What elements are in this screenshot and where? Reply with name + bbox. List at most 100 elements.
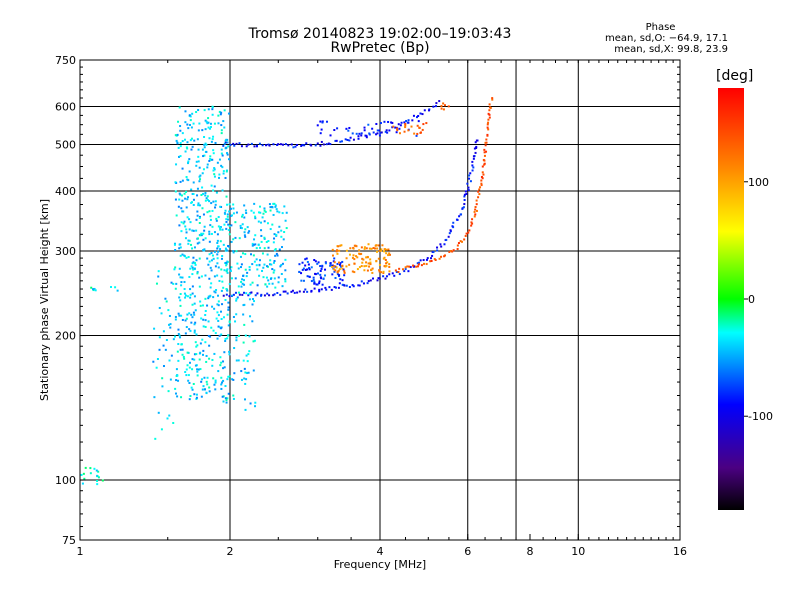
echo-point <box>216 253 219 256</box>
echo-point <box>177 120 180 123</box>
echo-point <box>221 303 224 306</box>
echo-point <box>292 146 295 149</box>
echo-point <box>216 262 219 265</box>
echo-point <box>179 243 182 246</box>
echo-point <box>191 112 194 115</box>
echo-point <box>184 371 187 374</box>
echo-point <box>191 247 194 250</box>
echo-point <box>284 219 287 222</box>
echo-point <box>349 247 352 250</box>
echo-point <box>268 263 271 266</box>
echo-point <box>224 340 227 343</box>
echo-point <box>184 294 187 297</box>
echo-point <box>262 266 265 269</box>
echo-point <box>173 335 176 338</box>
echo-point <box>89 472 92 475</box>
echo-point <box>250 142 253 145</box>
echo-point <box>432 251 435 254</box>
echo-point <box>206 383 209 386</box>
echo-point <box>189 288 192 291</box>
echo-point <box>242 341 245 344</box>
echo-points <box>80 97 494 486</box>
echo-point <box>193 246 196 249</box>
echo-point <box>116 289 119 292</box>
echo-point <box>468 174 471 177</box>
echo-point <box>93 287 96 290</box>
colorbar-tick-label: 100 <box>748 176 769 189</box>
echo-point <box>215 191 218 194</box>
echo-point <box>184 237 187 240</box>
echo-point <box>228 350 231 353</box>
echo-point <box>215 289 218 292</box>
echo-point <box>486 123 489 126</box>
echo-point <box>263 209 266 212</box>
echo-point <box>450 249 453 252</box>
echo-point <box>338 274 341 277</box>
echo-point <box>153 327 156 330</box>
echo-point <box>221 154 224 157</box>
echo-point <box>348 263 351 266</box>
echo-point <box>341 267 344 270</box>
echo-point <box>277 231 280 234</box>
echo-point <box>185 175 188 178</box>
echo-point <box>253 300 256 303</box>
echo-point <box>232 394 235 397</box>
echo-point <box>470 224 473 227</box>
echo-point <box>174 392 177 395</box>
echo-point <box>483 151 486 154</box>
echo-point <box>412 264 415 267</box>
echo-point <box>221 166 224 169</box>
echo-point <box>179 246 182 249</box>
echo-point <box>220 152 223 155</box>
echo-point <box>238 293 241 296</box>
echo-point <box>273 260 276 263</box>
echo-point <box>325 288 328 291</box>
echo-point <box>305 142 308 145</box>
echo-point <box>267 246 270 249</box>
echo-point <box>81 482 84 485</box>
echo-point <box>232 250 235 253</box>
echo-point <box>247 143 250 146</box>
echo-point <box>380 271 383 274</box>
echo-point <box>228 233 231 236</box>
echo-point <box>179 129 182 132</box>
echo-point <box>228 210 231 213</box>
echo-point <box>418 261 421 264</box>
echo-point <box>263 220 266 223</box>
echo-point <box>212 377 215 380</box>
echo-point <box>467 186 470 189</box>
echo-point <box>190 321 193 324</box>
echo-point <box>197 368 200 371</box>
echo-point <box>95 469 98 472</box>
echo-point <box>222 144 225 147</box>
echo-point <box>377 244 380 247</box>
echo-point <box>220 317 223 320</box>
echo-point <box>474 141 477 144</box>
echo-point <box>274 205 277 208</box>
echo-point <box>491 97 494 100</box>
echo-point <box>201 129 204 132</box>
echo-point <box>329 264 332 267</box>
echo-point <box>198 204 201 207</box>
echo-point <box>222 172 225 175</box>
echo-point <box>394 126 397 129</box>
echo-point <box>168 323 171 326</box>
echo-point <box>179 145 182 148</box>
y-tick-label: 750 <box>55 54 76 67</box>
echo-point <box>398 127 401 130</box>
echo-point <box>187 374 190 377</box>
echo-point <box>211 108 214 111</box>
echo-point <box>195 345 198 348</box>
echo-point <box>385 264 388 267</box>
echo-point <box>206 211 209 214</box>
echo-point <box>397 270 400 273</box>
echo-point <box>228 295 231 298</box>
echo-point <box>379 131 382 134</box>
echo-point <box>483 154 486 157</box>
echo-point <box>407 129 410 132</box>
echo-point <box>225 220 228 223</box>
echo-point <box>187 351 190 354</box>
echo-point <box>242 359 245 362</box>
echo-point <box>224 139 227 142</box>
